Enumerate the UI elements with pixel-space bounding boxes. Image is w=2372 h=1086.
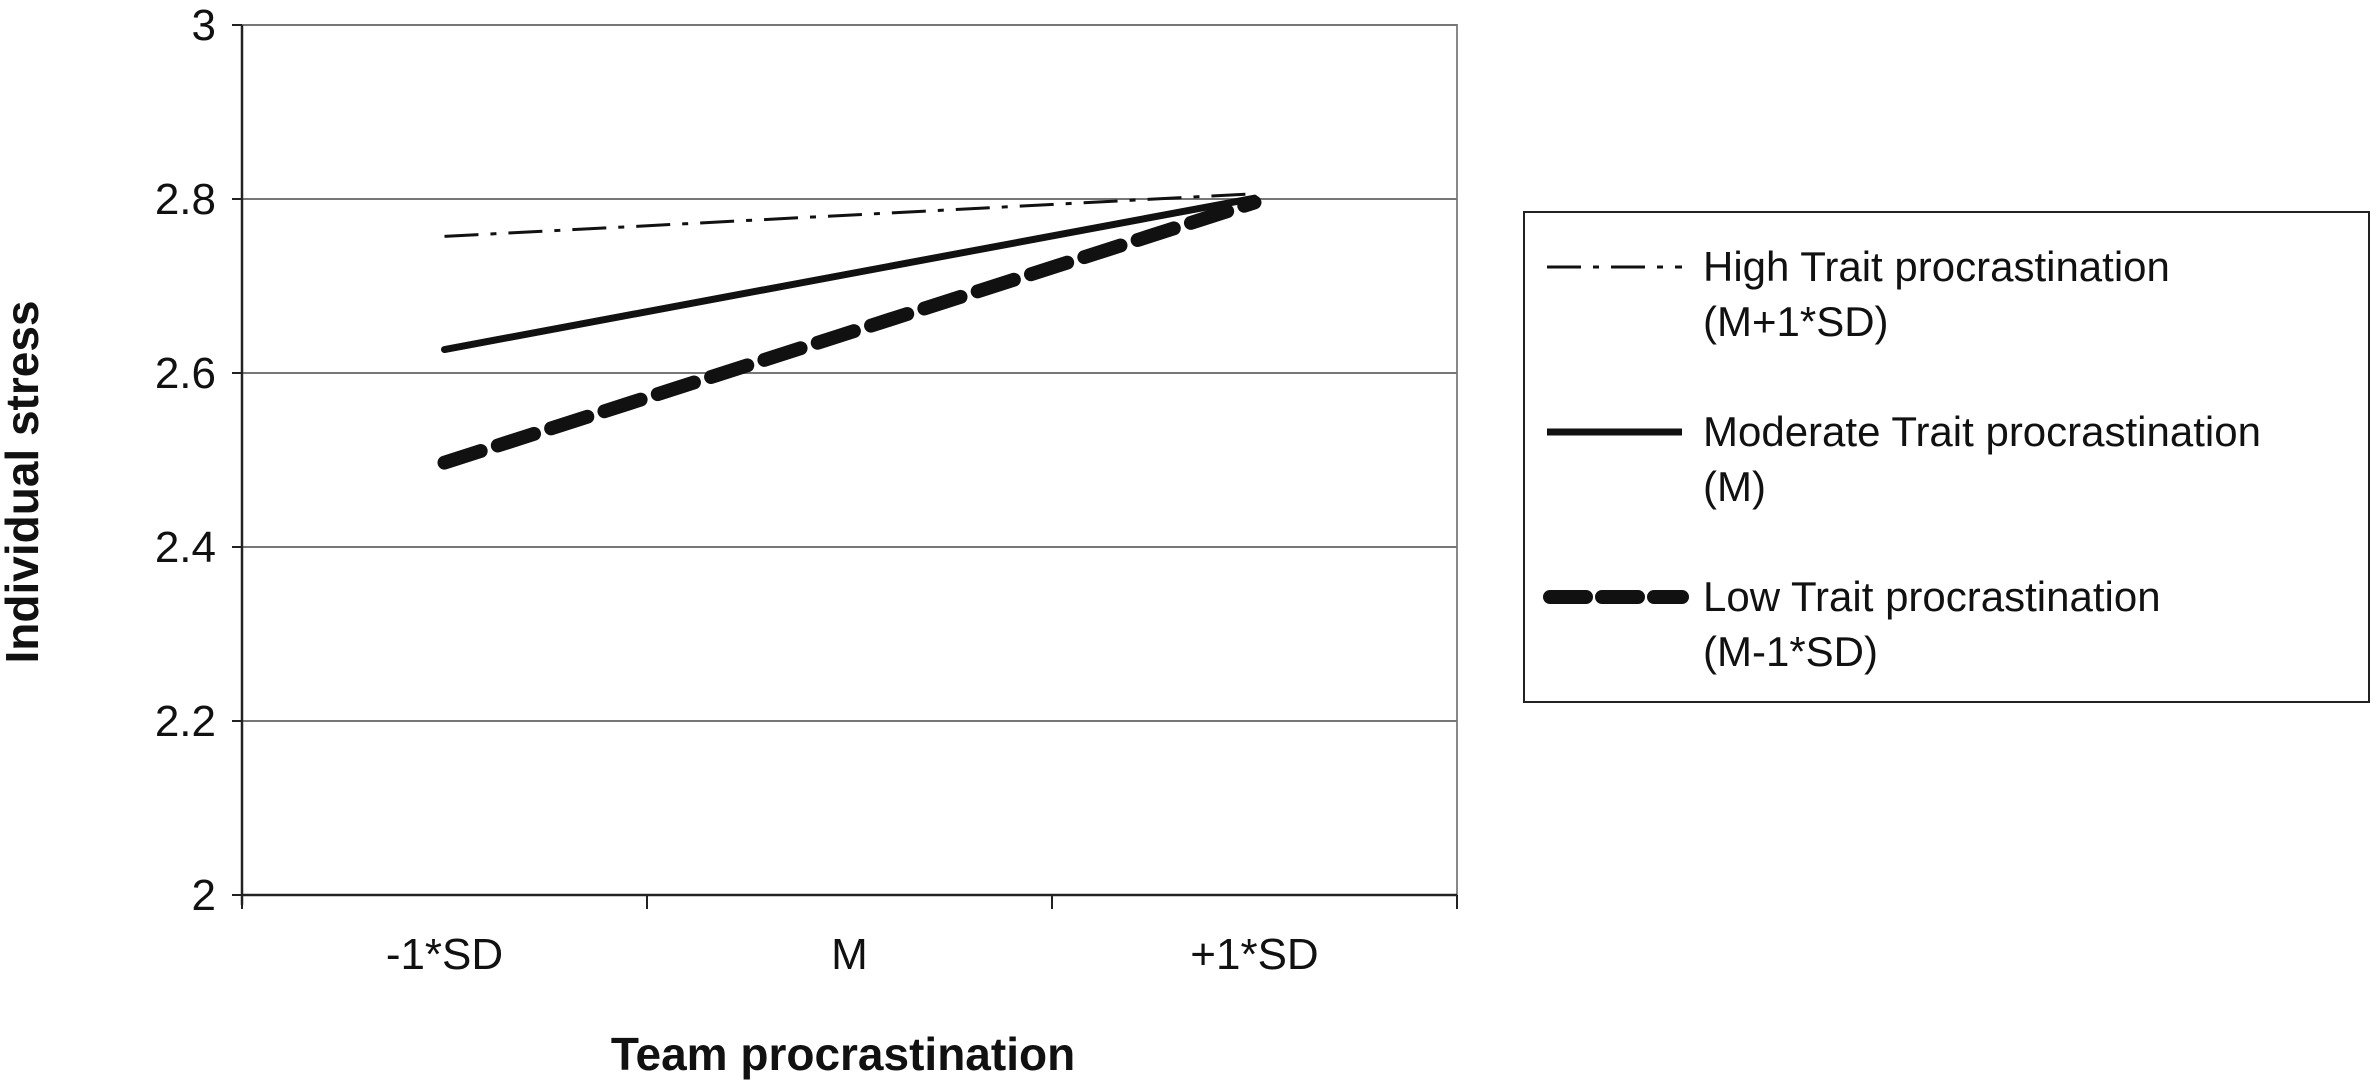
series-lines (437, 192, 1262, 470)
x-axis-title: Team procrastination (611, 1028, 1075, 1080)
legend-label-low: Low Trait procrastination (1703, 573, 2161, 620)
x-axis-ticks: -1*SD M +1*SD (241, 895, 1458, 979)
x-tick-label-0: -1*SD (386, 930, 503, 979)
x-tick-label-2: +1*SD (1190, 930, 1318, 979)
y-tick-label-5: 3 (192, 1, 216, 50)
series-line-1 (441, 194, 1258, 354)
x-tick-label-1: M (831, 930, 868, 979)
y-axis-ticks: 2 2.2 2.4 2.6 2.8 3 (155, 1, 242, 920)
legend-label-high-sub: (M+1*SD) (1703, 298, 1889, 345)
legend-label-moderate: Moderate Trait procrastination (1703, 408, 2261, 455)
legend-label-low-sub: (M-1*SD) (1703, 628, 1878, 675)
y-tick-label-0: 2 (192, 871, 216, 920)
y-tick-label-3: 2.6 (155, 349, 216, 398)
gridlines (242, 24, 1457, 722)
series-line-2 (437, 195, 1262, 470)
legend-label-high: High Trait procrastination (1703, 243, 2170, 290)
legend-box (1523, 211, 2370, 703)
y-tick-label-4: 2.8 (155, 175, 216, 224)
axes (240, 25, 1457, 905)
y-tick-label-1: 2.2 (155, 697, 216, 746)
plot-area (241, 24, 1458, 896)
plot-area-border (241, 24, 1458, 896)
y-tick-label-2: 2.4 (155, 523, 216, 572)
legend-label-moderate-sub: (M) (1703, 463, 1766, 510)
y-axis-title: Individual stress (0, 300, 48, 663)
legend: High Trait procrastination (M+1*SD) Mode… (1523, 211, 2370, 703)
series-line-0 (444, 192, 1255, 238)
